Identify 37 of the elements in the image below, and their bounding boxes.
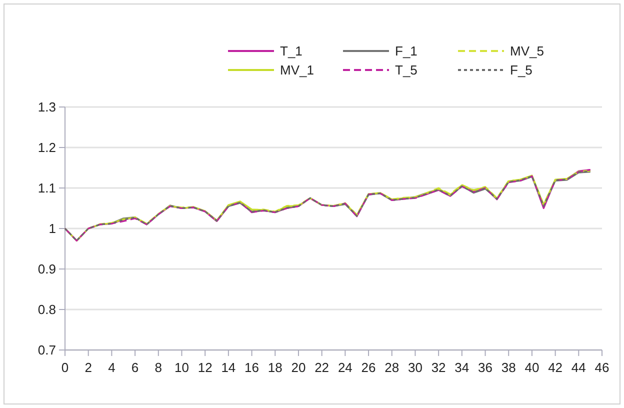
x-tick-label: 46 (594, 360, 610, 375)
x-tick-label: 4 (108, 360, 116, 375)
legend-label: F_1 (395, 44, 418, 59)
x-tick-label: 10 (174, 360, 189, 375)
legend-label: T_5 (395, 62, 418, 78)
x-tick-label: 36 (478, 360, 492, 375)
x-tick-label: 28 (384, 360, 400, 375)
x-tick-label: 26 (361, 360, 376, 375)
y-tick-label: 1.2 (38, 140, 56, 156)
x-tick-label: 2 (84, 360, 92, 375)
legend-label: F_5 (510, 62, 532, 78)
legend-label: MV_5 (510, 44, 544, 59)
y-tick-label: 0.7 (38, 342, 56, 358)
x-tick-label: 14 (221, 360, 236, 375)
x-tick-label: 22 (314, 360, 330, 375)
x-tick-label: 0 (61, 360, 69, 375)
x-tick-label: 6 (131, 360, 139, 375)
x-tick-label: 40 (524, 360, 540, 375)
x-tick-label: 38 (501, 360, 516, 375)
y-tick-label: 1 (48, 221, 56, 236)
y-tick-label: 1.1 (38, 180, 56, 196)
x-tick-label: 8 (154, 360, 162, 375)
x-tick-label: 30 (408, 360, 422, 375)
x-tick-label: 12 (198, 360, 212, 375)
legend-label: T_1 (280, 44, 302, 59)
x-tick-label: 32 (431, 360, 446, 375)
x-tick-label: 34 (454, 360, 470, 375)
y-tick-label: 0.8 (38, 302, 56, 318)
y-tick-label: 0.9 (38, 262, 56, 277)
x-tick-label: 18 (268, 360, 282, 375)
x-tick-label: 20 (291, 360, 306, 375)
x-tick-label: 16 (244, 360, 260, 375)
x-tick-label: 44 (571, 360, 586, 375)
y-tick-label: 1.3 (38, 100, 56, 115)
legend-label: MV_1 (280, 62, 314, 78)
x-tick-label: 42 (548, 360, 563, 375)
x-tick-label: 24 (338, 360, 352, 375)
